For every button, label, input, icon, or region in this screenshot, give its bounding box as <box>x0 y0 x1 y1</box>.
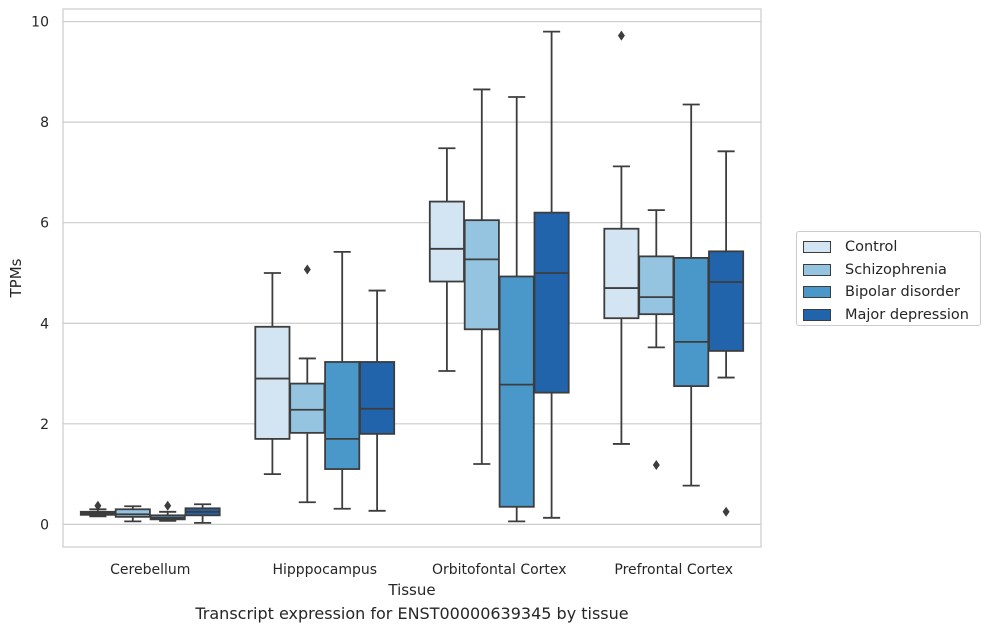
legend-label: Major depression <box>845 306 969 323</box>
box-major-depression <box>184 503 221 524</box>
legend-item-bipolar-disorder: Bipolar disorder <box>797 281 980 304</box>
box-control <box>603 30 640 445</box>
outlier-point <box>164 500 172 511</box>
box-iqr <box>533 211 570 394</box>
outlier-point <box>617 30 625 41</box>
x-axis-label: Tissue <box>387 581 435 599</box>
legend: Control Schizophrenia Bipolar disorder M… <box>796 231 981 326</box>
legend-swatch <box>803 241 831 254</box>
outlier-point <box>94 500 102 511</box>
box-control <box>254 272 291 475</box>
legend-swatch <box>803 308 831 321</box>
legend-swatch <box>803 263 831 276</box>
legend-item-schizophrenia: Schizophrenia <box>797 259 980 282</box>
legend-item-control: Control <box>797 236 980 259</box>
box-bipolar-disorder <box>149 500 186 522</box>
box-iqr <box>428 200 465 283</box>
y-tick-label: 4 <box>40 316 49 332</box>
x-tick-label: Hipppocampus <box>272 562 377 578</box>
box-iqr <box>289 382 326 434</box>
box-iqr <box>463 219 500 331</box>
outlier-point <box>722 506 730 517</box>
x-tick-label: Prefrontal Cortex <box>614 562 733 578</box>
box-iqr <box>708 250 745 352</box>
plot-frame <box>62 8 762 548</box>
y-tick-label: 0 <box>40 517 49 533</box>
box-iqr <box>324 361 361 470</box>
legend-label: Bipolar disorder <box>845 284 960 301</box>
box-control <box>79 500 116 518</box>
box-iqr <box>603 227 640 320</box>
gridlines <box>63 20 761 525</box>
y-tick-label: 6 <box>40 216 49 232</box>
x-tick-label: Cerebellum <box>110 562 190 578</box>
box-bipolar-disorder <box>324 250 361 510</box>
box-schizophrenia <box>114 505 151 523</box>
box-iqr <box>673 256 710 388</box>
box-iqr <box>254 325 291 440</box>
figure-caption: Transcript expression for ENST0000063934… <box>195 604 629 623</box>
box-major-depression <box>708 150 745 517</box>
box-iqr <box>359 361 396 435</box>
box-schizophrenia <box>289 264 326 504</box>
box-bipolar-disorder <box>673 103 710 487</box>
y-axis-label: TPMs <box>7 258 25 298</box>
legend-swatch <box>803 286 831 299</box>
x-tick-label: Orbitofontal Cortex <box>432 562 567 578</box>
legend-label: Control <box>845 239 898 256</box>
box-iqr <box>498 275 535 508</box>
y-tick-label: 10 <box>31 15 49 31</box>
y-tick-label: 2 <box>40 417 49 433</box>
tick-labels: 0 2 4 6 8 10 Cerebellum Hipppocampus Orbitofonta… <box>31 15 733 578</box>
outlier-point <box>652 460 660 471</box>
legend-label: Schizophrenia <box>845 261 947 278</box>
box-major-depression <box>533 30 570 519</box>
box-schizophrenia <box>463 88 500 465</box>
box-iqr <box>114 508 151 518</box>
box-major-depression <box>359 289 396 512</box>
outlier-point <box>303 264 311 275</box>
y-tick-label: 8 <box>40 115 49 131</box>
box-series <box>79 30 745 524</box>
box-iqr <box>638 255 675 316</box>
box-schizophrenia <box>638 209 675 471</box>
box-control <box>428 147 465 372</box>
legend-item-major-depression: Major depression <box>797 304 980 327</box>
box-bipolar-disorder <box>498 96 535 523</box>
